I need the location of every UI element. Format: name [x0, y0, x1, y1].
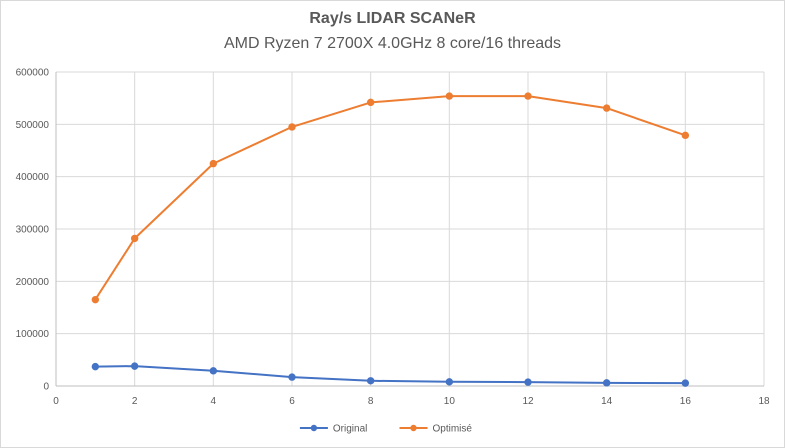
x-tick-label: 18: [758, 396, 770, 407]
data-point-original: [524, 378, 532, 386]
data-point-optimis-: [288, 123, 296, 131]
series-line-original: [95, 365, 686, 385]
data-point-original: [130, 362, 139, 370]
data-point-original: [445, 378, 454, 386]
y-tick-label: 100000: [16, 329, 50, 340]
y-tick-label: 300000: [16, 225, 50, 236]
legend-item-optimis-: Optimisé: [399, 424, 473, 435]
data-point-optimis-: [524, 92, 532, 100]
data-point-optimis-: [130, 234, 139, 243]
data-point-original: [681, 379, 690, 387]
x-tick-label: 2: [132, 396, 138, 407]
legend: Original Optimisé: [299, 424, 473, 435]
data-point-optimis-: [445, 92, 454, 100]
legend-swatch-marker: [310, 424, 318, 432]
data-point-original: [288, 373, 296, 381]
axes: 0 100000 200000 300000 400000 500000 600000 0 2 4…: [16, 68, 770, 408]
series-layer: [91, 92, 690, 387]
y-tick-label: 200000: [16, 277, 50, 288]
series-line-optimis-: [94, 95, 686, 301]
y-tick-label: 400000: [16, 172, 50, 183]
data-point-optimis-: [366, 98, 375, 107]
data-point-optimis-: [681, 131, 690, 140]
x-tick-label: 10: [444, 396, 456, 407]
y-tick-label: 0: [43, 382, 49, 393]
data-point-original: [209, 367, 218, 375]
data-point-original: [602, 379, 611, 387]
legend-label: Optimisé: [433, 424, 473, 435]
x-tick-label: 16: [680, 396, 692, 407]
chart-title: Ray/s LIDAR SCANeR: [309, 10, 476, 27]
legend-item-original: Original: [299, 424, 367, 435]
x-tick-label: 6: [289, 396, 295, 407]
data-point-optimis-: [602, 104, 611, 112]
x-tick-label: 12: [522, 396, 534, 407]
legend-swatch-marker: [410, 424, 417, 432]
chart-subtitle: AMD Ryzen 7 2700X 4.0GHz 8 core/16 threa…: [223, 35, 562, 52]
y-tick-label: 500000: [16, 120, 50, 131]
x-tick-label: 0: [53, 396, 59, 407]
gridlines: [56, 71, 765, 386]
x-tick-label: 4: [211, 396, 217, 407]
data-point-optimis-: [91, 295, 100, 304]
data-point-original: [366, 377, 375, 385]
x-tick-label: 8: [368, 396, 374, 407]
x-tick-label: 14: [601, 396, 613, 407]
data-point-optimis-: [209, 159, 218, 168]
legend-label: Original: [333, 424, 367, 435]
y-tick-label: 600000: [16, 68, 50, 79]
data-point-original: [91, 362, 100, 371]
